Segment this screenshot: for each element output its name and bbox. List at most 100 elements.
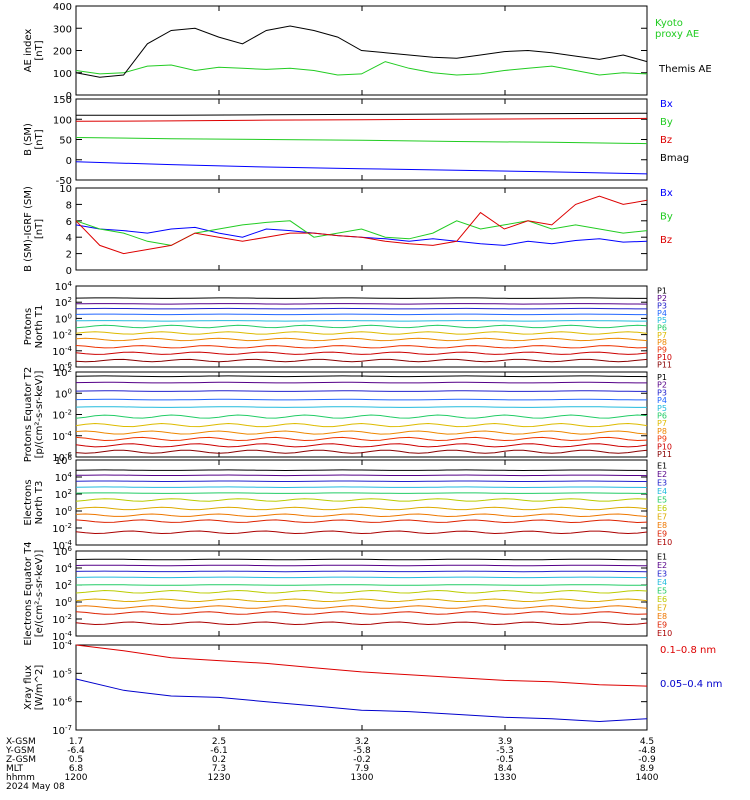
legend-label: E10 (657, 629, 672, 638)
legend-label: P7 (657, 331, 667, 340)
series-line (75, 449, 648, 454)
x-tick-label: -4.8 (638, 746, 656, 756)
series-line (75, 443, 648, 448)
series-line (75, 381, 647, 384)
x-row-label: X-GSM (6, 737, 36, 747)
series-line (75, 61, 648, 76)
legend-label: E4 (657, 487, 667, 496)
series-line (75, 558, 648, 561)
y-tick-label: 100 (53, 69, 72, 80)
series-line (75, 469, 648, 472)
legend-label: E9 (657, 529, 667, 538)
series-line (75, 570, 648, 573)
axis-title: Xray flux (23, 665, 34, 710)
axis-title: North T3 (34, 481, 45, 525)
x-tick-label: 8.4 (498, 764, 513, 774)
panel-frame (75, 98, 648, 181)
y-tick-label: 400 (53, 2, 72, 13)
x-tick-label: 1.7 (69, 737, 83, 747)
y-tick-label: 8 (66, 200, 72, 211)
legend-label: P7 (657, 419, 667, 428)
y-tick-label: 10-6 (52, 361, 72, 374)
series-line (75, 422, 648, 428)
y-tick-label: 10-4 (52, 345, 72, 358)
legend-label: By (660, 211, 673, 222)
legend-label: E3 (657, 478, 667, 487)
series-line (75, 506, 648, 511)
series-line (75, 678, 648, 723)
y-tick-label: 106 (55, 545, 73, 558)
series-line (75, 25, 648, 78)
axis-title: [p/(cm²-s-sr-keV)] (34, 371, 45, 459)
x-tick-label: 7.3 (212, 764, 226, 774)
series-line (75, 605, 648, 609)
legend-label: P3 (657, 388, 667, 397)
panel-frame (75, 371, 648, 458)
legend-label: Kyoto (655, 18, 683, 29)
legend-label: E7 (657, 603, 667, 612)
series-line (75, 513, 648, 518)
axis-title: B (SM)-IGRF (SM) (23, 186, 34, 272)
y-tick-label: 10-4 (52, 639, 72, 652)
series-line (75, 324, 648, 329)
axis-title: Electrons Equator T4 (23, 541, 34, 645)
y-tick-label: 10-6 (52, 696, 72, 709)
legend-label: E8 (657, 521, 667, 530)
y-tick-label: 102 (55, 488, 72, 501)
y-tick-label: 10-2 (52, 522, 72, 535)
panel-frame (75, 644, 648, 731)
legend-label: P11 (657, 450, 672, 459)
legend-label: E4 (657, 578, 667, 587)
y-tick-label: 0 (66, 156, 72, 167)
y-tick-label: 10-2 (52, 329, 72, 342)
legend-label: E5 (657, 586, 667, 595)
x-tick-label: 1200 (65, 773, 88, 783)
legend-label: P2 (657, 381, 667, 390)
legend-label: By (660, 117, 673, 128)
y-tick-label: 10-2 (52, 613, 72, 626)
y-tick-label: 100 (55, 387, 72, 400)
x-date-label: 2024 May 08 (6, 782, 65, 792)
legend-label: Bx (660, 188, 673, 199)
legend-label: P9 (657, 346, 667, 355)
y-tick-label: 10-5 (52, 667, 72, 680)
legend-label: E3 (657, 569, 667, 578)
legend-label: E6 (657, 595, 667, 604)
axis-title: [nT] (34, 219, 45, 239)
legend-label: P6 (657, 324, 667, 333)
x-row-label: Y-GSM (5, 746, 34, 756)
legend-label: Bmag (660, 153, 689, 164)
legend-label: P9 (657, 435, 667, 444)
series-line (75, 375, 648, 378)
series-line (75, 486, 648, 489)
legend-label: E1 (657, 552, 667, 561)
series-line (75, 345, 648, 349)
legend-label: Bz (660, 235, 672, 246)
y-tick-label: -50 (56, 176, 72, 187)
x-tick-label: 1330 (494, 773, 517, 783)
y-tick-label: 10-7 (52, 724, 72, 737)
series-line (75, 621, 648, 626)
series-line (75, 436, 648, 442)
x-tick-label: 3.9 (498, 737, 513, 747)
y-tick-label: 0 (66, 91, 72, 102)
y-tick-label: 104 (55, 471, 73, 484)
panel-frame (75, 459, 648, 546)
series-line (75, 331, 648, 335)
legend-label: E5 (657, 495, 667, 504)
x-tick-label: 2.5 (212, 737, 226, 747)
y-tick-label: 300 (53, 24, 72, 35)
legend-label: P5 (657, 404, 667, 413)
axis-title: [nT] (34, 40, 45, 60)
legend-label: P4 (657, 309, 667, 318)
legend-label: P5 (657, 316, 667, 325)
y-tick-label: 100 (55, 312, 72, 325)
legend-label: E6 (657, 504, 667, 513)
legend-label: P1 (657, 287, 667, 296)
x-row-label: hhmm (6, 773, 35, 783)
axis-title: North T1 (34, 305, 45, 349)
y-tick-label: 100 (53, 115, 72, 126)
series-line (75, 430, 648, 435)
legend-label: P10 (657, 353, 672, 362)
legend-label: P4 (657, 396, 667, 405)
